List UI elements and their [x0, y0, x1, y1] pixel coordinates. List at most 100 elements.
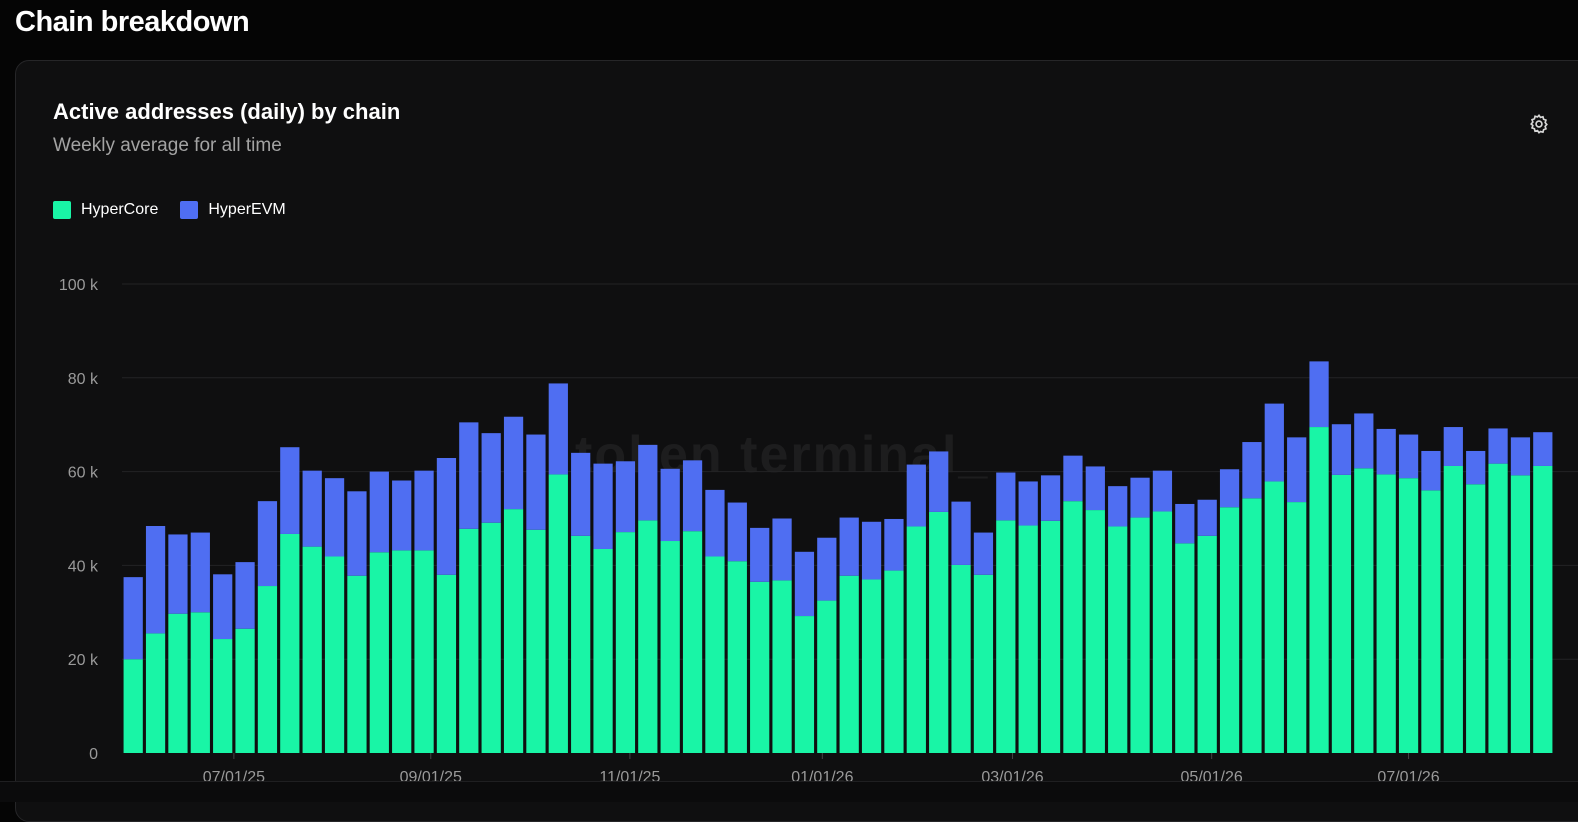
- bar-hypercore[interactable]: [861, 579, 882, 753]
- bar-hyperevm[interactable]: [682, 460, 703, 532]
- bar-hyperevm[interactable]: [548, 383, 568, 475]
- bar-hyperevm[interactable]: [571, 452, 591, 536]
- bar-hypercore[interactable]: [257, 586, 278, 753]
- bar-hypercore[interactable]: [145, 633, 166, 753]
- bar-hyperevm[interactable]: [817, 537, 837, 601]
- bar-hypercore[interactable]: [817, 600, 837, 753]
- bar-hyperevm[interactable]: [1085, 466, 1105, 511]
- bar-hypercore[interactable]: [1354, 468, 1374, 753]
- bar-hypercore[interactable]: [593, 548, 613, 753]
- bar-hyperevm[interactable]: [1130, 477, 1150, 518]
- bar-hypercore[interactable]: [884, 570, 904, 753]
- bar-hypercore[interactable]: [1219, 507, 1240, 753]
- bar-hyperevm[interactable]: [481, 433, 501, 523]
- bar-hypercore[interactable]: [347, 575, 367, 753]
- bar-hypercore[interactable]: [280, 533, 300, 753]
- bar-hyperevm[interactable]: [615, 461, 636, 533]
- bar-hypercore[interactable]: [906, 526, 926, 753]
- bar-hypercore[interactable]: [392, 550, 412, 753]
- bar-hypercore[interactable]: [190, 612, 210, 753]
- bar-hypercore[interactable]: [369, 552, 389, 753]
- bar-hypercore[interactable]: [1287, 502, 1307, 753]
- bar-hypercore[interactable]: [929, 511, 949, 753]
- bar-hyperevm[interactable]: [929, 451, 949, 512]
- bar-hypercore[interactable]: [235, 628, 255, 753]
- bar-hypercore[interactable]: [414, 550, 434, 753]
- bar-hypercore[interactable]: [839, 575, 859, 753]
- bar-hypercore[interactable]: [1309, 427, 1329, 753]
- bar-hyperevm[interactable]: [324, 478, 345, 557]
- bar-hyperevm[interactable]: [168, 534, 188, 614]
- bar-hyperevm[interactable]: [705, 489, 725, 557]
- bar-hyperevm[interactable]: [414, 470, 434, 551]
- bar-hypercore[interactable]: [168, 613, 188, 753]
- bar-hypercore[interactable]: [1197, 535, 1217, 753]
- bar-hyperevm[interactable]: [1018, 481, 1038, 526]
- bar-hypercore[interactable]: [638, 520, 658, 753]
- bar-hyperevm[interactable]: [526, 434, 546, 530]
- bar-hypercore[interactable]: [772, 580, 792, 753]
- bar-hypercore[interactable]: [213, 639, 233, 753]
- bar-hyperevm[interactable]: [794, 551, 815, 617]
- bar-hyperevm[interactable]: [951, 501, 971, 565]
- bar-hypercore[interactable]: [1040, 520, 1061, 753]
- bar-hypercore[interactable]: [996, 520, 1016, 753]
- bar-hyperevm[interactable]: [302, 470, 322, 547]
- bar-hyperevm[interactable]: [1466, 450, 1486, 485]
- bar-hyperevm[interactable]: [1108, 486, 1128, 527]
- bar-hyperevm[interactable]: [1510, 437, 1531, 476]
- bar-hypercore[interactable]: [548, 474, 568, 753]
- bar-hyperevm[interactable]: [190, 532, 210, 613]
- bar-hyperevm[interactable]: [459, 422, 479, 529]
- bar-hyperevm[interactable]: [280, 447, 300, 534]
- bar-hypercore[interactable]: [705, 556, 725, 753]
- bar-hyperevm[interactable]: [1175, 503, 1195, 544]
- bar-hyperevm[interactable]: [1421, 450, 1441, 491]
- bar-hyperevm[interactable]: [436, 458, 457, 575]
- bar-hypercore[interactable]: [1421, 490, 1441, 753]
- bar-hypercore[interactable]: [324, 556, 345, 753]
- bar-hyperevm[interactable]: [660, 468, 680, 542]
- bar-hyperevm[interactable]: [503, 416, 524, 510]
- bar-hypercore[interactable]: [973, 574, 994, 753]
- bar-hypercore[interactable]: [1063, 501, 1083, 753]
- bar-hyperevm[interactable]: [1040, 475, 1061, 521]
- bar-hyperevm[interactable]: [861, 521, 882, 580]
- bar-hypercore[interactable]: [1108, 526, 1128, 753]
- legend-item-hyperevm[interactable]: HyperEVM: [180, 201, 286, 219]
- bar-hyperevm[interactable]: [257, 501, 278, 587]
- bar-hypercore[interactable]: [1264, 481, 1284, 753]
- bar-hyperevm[interactable]: [1309, 361, 1329, 428]
- bar-hyperevm[interactable]: [1443, 427, 1463, 466]
- bar-hypercore[interactable]: [1510, 475, 1531, 753]
- bar-hypercore[interactable]: [794, 616, 815, 753]
- bar-hypercore[interactable]: [1443, 465, 1463, 753]
- bar-hyperevm[interactable]: [1287, 437, 1307, 503]
- bar-hyperevm[interactable]: [1264, 403, 1284, 482]
- bar-hypercore[interactable]: [1398, 478, 1419, 753]
- bar-hyperevm[interactable]: [638, 444, 658, 521]
- bar-hypercore[interactable]: [302, 546, 322, 753]
- bar-hyperevm[interactable]: [369, 471, 389, 553]
- bar-hyperevm[interactable]: [1376, 428, 1396, 475]
- bar-hypercore[interactable]: [1085, 510, 1105, 753]
- bar-hyperevm[interactable]: [996, 472, 1016, 521]
- bar-hypercore[interactable]: [951, 564, 971, 753]
- bar-hypercore[interactable]: [1533, 465, 1553, 753]
- bar-hyperevm[interactable]: [1488, 428, 1508, 464]
- bar-hypercore[interactable]: [682, 531, 703, 753]
- bar-hypercore[interactable]: [660, 541, 680, 753]
- bar-hypercore[interactable]: [1466, 484, 1486, 753]
- bar-hypercore[interactable]: [459, 528, 479, 753]
- bar-hypercore[interactable]: [1018, 525, 1038, 753]
- gear-icon[interactable]: [1528, 113, 1550, 135]
- bar-hyperevm[interactable]: [884, 518, 904, 571]
- bar-hyperevm[interactable]: [750, 527, 770, 582]
- bar-hypercore[interactable]: [1175, 543, 1195, 753]
- bar-hypercore[interactable]: [1242, 498, 1262, 753]
- bar-hyperevm[interactable]: [839, 517, 859, 576]
- bar-hypercore[interactable]: [481, 522, 501, 753]
- bar-hyperevm[interactable]: [973, 532, 994, 575]
- bar-hyperevm[interactable]: [123, 577, 143, 660]
- legend-item-hypercore[interactable]: HyperCore: [53, 201, 158, 219]
